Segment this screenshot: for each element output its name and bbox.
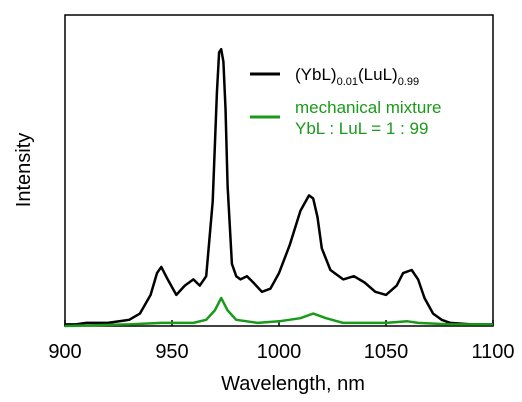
data-line [64, 296, 493, 328]
legend-label: (YbL)0.01​(LuL)0.99​ [295, 65, 419, 88]
x-tick-label: 1100 [471, 341, 514, 363]
x-tick-label: 1050 [364, 341, 409, 363]
data-line [65, 47, 493, 326]
x-tick-label: 950 [155, 341, 188, 363]
x-axis-label: Wavelength, nm [221, 373, 365, 395]
x-tick-label: 900 [48, 341, 81, 363]
legend-label: mechanical mixture YbL : LuL = 1 : 99 [295, 98, 441, 138]
x-tick-label: 1000 [257, 341, 302, 363]
plot-frame [64, 14, 494, 327]
y-axis-label: Intensity [13, 133, 35, 207]
